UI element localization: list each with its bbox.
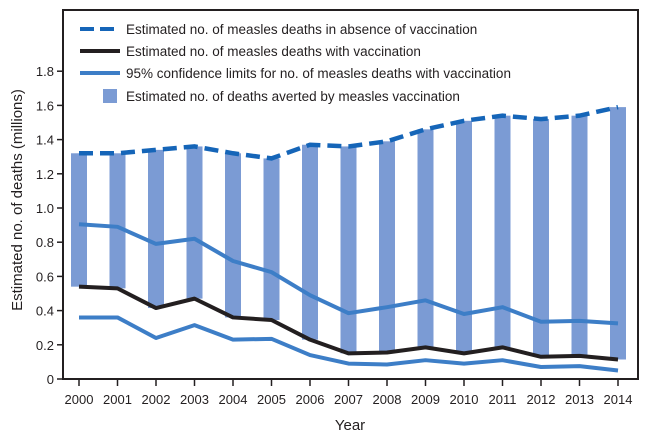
legend-label-averted: Estimated no. of deaths averted by measl… — [126, 89, 460, 104]
legend: Estimated no. of measles deaths in absen… — [80, 22, 511, 104]
x-tick-label: 2010 — [450, 392, 479, 407]
line-ci-upper — [78, 222, 619, 326]
bar-averted-2013 — [571, 115, 588, 356]
bar-averted-2002 — [148, 149, 164, 309]
y-axis-title: Estimated no. of deaths (millions) — [9, 89, 26, 311]
y-tick-label: 0.8 — [36, 235, 54, 250]
y-tick-label: 1.8 — [36, 64, 54, 79]
bar-averted-2014 — [610, 107, 626, 360]
legend-swatch-bar — [103, 89, 117, 103]
y-tick-label: 1.0 — [36, 201, 54, 216]
x-axis: 2000 2001 2002 2003 2004 2005 2006 2007 2008 2009… — [65, 379, 633, 407]
x-tick-label: 2012 — [527, 392, 556, 407]
bar-averted-2001 — [109, 153, 126, 289]
y-tick-label: 1.2 — [36, 167, 54, 182]
bar-averted-2008 — [379, 141, 395, 353]
y-tick-label: 0.2 — [36, 338, 54, 353]
x-tick-label: 2006 — [296, 392, 325, 407]
y-tick-label: 0 — [47, 372, 54, 387]
x-axis-title: Year — [335, 417, 365, 434]
x-tick-label: 2011 — [489, 392, 517, 407]
legend-item-averted: Estimated no. of deaths averted by measl… — [103, 89, 460, 104]
x-tick-label: 2007 — [334, 392, 363, 407]
legend-item-with-vaccination: Estimated no. of measles deaths with vac… — [80, 44, 421, 59]
bar-averted-2009 — [417, 129, 434, 348]
bar-averted-2004 — [225, 153, 241, 318]
series-lines — [78, 104, 619, 373]
plot-frame — [62, 9, 639, 380]
x-tick-label: 2004 — [219, 392, 248, 407]
x-tick-label: 2003 — [180, 392, 209, 407]
bar-averted-2012 — [533, 119, 549, 357]
x-tick-label: 2009 — [411, 392, 440, 407]
bar-averted-2005 — [263, 158, 280, 321]
x-tick-label: 2008 — [373, 392, 402, 407]
y-tick-label: 0.4 — [36, 304, 54, 319]
x-tick-label: 2000 — [65, 392, 94, 407]
x-tick-label: 2002 — [142, 392, 171, 407]
line-no-vaccination — [79, 104, 619, 161]
bar-averted-2006 — [302, 144, 318, 340]
legend-item-no-vaccination: Estimated no. of measles deaths in absen… — [80, 22, 477, 37]
bar-averted-2007 — [340, 146, 357, 354]
x-tick-label: 2013 — [565, 392, 594, 407]
bar-averted-2010 — [456, 120, 472, 354]
bar-averted-2003 — [186, 146, 203, 299]
legend-label-with-vaccination: Estimated no. of measles deaths with vac… — [126, 44, 421, 59]
y-tick-label: 1.4 — [36, 133, 54, 148]
y-tick-label: 0.6 — [36, 269, 54, 284]
x-tick-label: 2014 — [604, 392, 633, 407]
legend-item-confidence-limits: 95% confidence limits for no. of measles… — [80, 66, 511, 81]
bar-averted-2000 — [71, 153, 87, 287]
legend-label-confidence-limits: 95% confidence limits for no. of measles… — [126, 66, 511, 81]
x-tick-label: 2005 — [257, 392, 286, 407]
y-tick-label: 1.6 — [36, 98, 54, 113]
x-tick-label: 2001 — [103, 392, 132, 407]
bar-averted-2011 — [494, 115, 511, 348]
line-ci-lower — [79, 315, 619, 373]
legend-label-no-vaccination: Estimated no. of measles deaths in absen… — [126, 22, 477, 37]
line-with-vaccination — [78, 284, 619, 362]
y-axis: 0 0.2 0.4 0.6 0.8 1.0 1.2 1.4 1.6 1.8 — [36, 64, 63, 387]
